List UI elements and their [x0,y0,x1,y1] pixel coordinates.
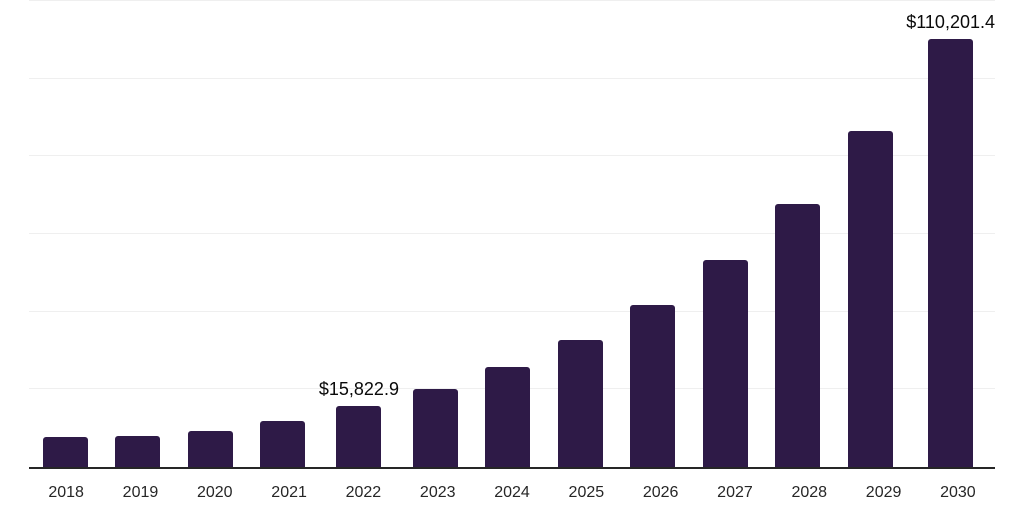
gridline-60000 [29,233,995,234]
bar-column-2025 [544,1,616,467]
x-tick-2018: 2018 [48,484,84,501]
bar-column-2024 [471,1,543,467]
bar-2020 [187,430,233,467]
bar-columns: $15,822.9 $110,201.4 [29,1,995,467]
gridline-120000 [29,0,995,1]
x-axis-labels: 2018 2019 2020 2021 2022 2023 2024 2025 2026 2027… [29,483,995,502]
bar-2027 [702,260,748,467]
bar-2021 [260,420,306,467]
gridline-80000 [29,155,995,157]
x-tick-2030: 2030 [940,484,976,501]
bar-column-2028 [761,1,833,467]
bar-2022 [336,405,382,467]
x-tick-2028: 2028 [791,484,828,501]
x-tick-2026: 2026 [642,484,679,501]
bar-column-2027 [689,1,761,467]
x-tick-2023: 2023 [419,484,456,501]
plot-area: $15,822.9 $110,201.4 [29,0,995,469]
data-label-2022: $15,822.9 [318,378,399,399]
bar-column-2020 [174,1,246,467]
x-tick-2022: 2022 [345,484,382,501]
x-tick-2027: 2027 [717,484,753,501]
bar-2018 [42,437,88,467]
bar-column-2022: $15,822.9 [319,1,399,467]
bar-column-2026 [616,1,688,467]
bar-column-2021 [246,1,318,467]
bar-2024 [485,367,531,467]
bar-2028 [775,203,821,467]
bar-2030 [928,39,974,467]
bar-column-2030: $110,201.4 [906,1,995,467]
bar-2023 [412,388,458,467]
bar-2026 [630,304,676,467]
data-label-2030: $110,201.4 [906,12,995,33]
gridline-100000 [29,77,995,79]
bar-column-2023 [399,1,471,467]
bar-2019 [115,436,161,467]
bar-2029 [847,131,893,467]
x-tick-2025: 2025 [568,484,605,501]
x-tick-2020: 2020 [196,484,233,501]
bar-column-2019 [101,1,173,467]
bar-column-2029 [834,1,906,467]
gridline-40000 [29,310,995,312]
x-tick-2024: 2024 [494,484,530,501]
bar-2025 [557,339,603,467]
x-tick-2029: 2029 [865,484,902,501]
x-tick-2021: 2021 [271,484,307,501]
bar-column-2018 [29,1,101,467]
x-tick-2019: 2019 [122,484,159,501]
